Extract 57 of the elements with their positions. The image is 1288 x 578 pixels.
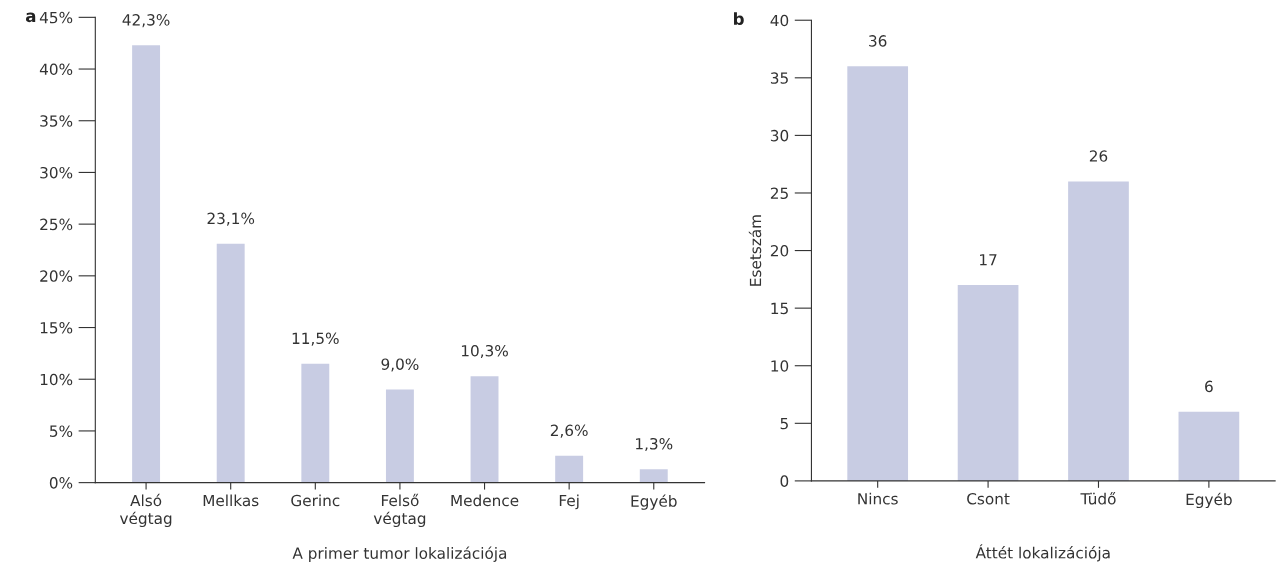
data-label: 2,6% — [550, 424, 588, 438]
bar — [847, 66, 909, 481]
y-tick-label: 20 — [770, 245, 789, 257]
data-label: 36 — [869, 35, 887, 47]
y-tick-label: 15% — [40, 322, 73, 334]
y-tick-label: 35 — [770, 72, 788, 84]
x-tick-label: Egyéb — [631, 494, 677, 510]
bar — [555, 455, 584, 483]
y-tick-label: 35% — [40, 115, 73, 127]
data-label: 17 — [980, 254, 997, 266]
x-tick-label: Egyéb — [1186, 492, 1232, 509]
y-axis-title: Esetszám — [748, 215, 762, 286]
y-tick-label: 25% — [40, 218, 73, 231]
x-tick-label: Medence — [451, 494, 519, 507]
y-tick-label: 15 — [771, 302, 788, 315]
y-tick-label: 30 — [770, 129, 789, 142]
x-axis-title: Áttét lokalizációja — [975, 544, 1110, 562]
data-label: 9,0% — [381, 358, 419, 372]
chart-title: a — [25, 12, 36, 23]
chart-title: b — [734, 12, 744, 26]
x-tick-label: Gerinc — [291, 494, 340, 507]
bar — [132, 45, 161, 483]
data-label: 23,1% — [207, 212, 255, 226]
bar — [639, 469, 668, 483]
bar — [470, 376, 499, 483]
bar — [385, 389, 414, 483]
data-label: 10,3% — [461, 344, 508, 359]
x-tick-label: Alsó végtag — [119, 493, 172, 528]
y-tick-label: 10% — [40, 373, 73, 386]
y-tick-label: 40% — [39, 63, 73, 76]
y-tick-label: 5% — [50, 425, 73, 437]
bar — [301, 363, 330, 483]
y-tick-label: 30% — [40, 166, 73, 179]
x-axis-title: A primer tumor lokalizációja — [292, 546, 507, 562]
x-tick-label: Tüdő — [1080, 492, 1116, 505]
bar — [957, 285, 1019, 481]
x-tick-label: Mellkas — [203, 494, 259, 507]
data-label: 6 — [1205, 380, 1213, 393]
bar — [1178, 411, 1240, 481]
y-tick-label: 5 — [780, 417, 788, 430]
x-tick-label: Nincs — [858, 492, 898, 505]
y-tick-label: 25 — [770, 187, 788, 199]
y-tick-label: 20% — [40, 270, 73, 282]
x-tick-label: Csont — [967, 492, 1010, 505]
data-label: 1,3% — [636, 438, 673, 452]
data-label: 26 — [1089, 150, 1108, 162]
data-label: 11,5% — [292, 332, 339, 346]
y-tick-label: 45% — [39, 11, 73, 24]
data-label: 42,3% — [122, 14, 170, 28]
y-tick-label: 0% — [49, 477, 73, 489]
x-tick-label: Felső végtag — [373, 493, 426, 528]
bar — [216, 243, 245, 483]
y-tick-label: 0 — [780, 475, 789, 487]
x-tick-label: Fej — [559, 494, 579, 510]
bar — [1068, 181, 1129, 481]
y-tick-label: 10 — [771, 360, 789, 372]
y-tick-label: 40 — [770, 14, 789, 27]
